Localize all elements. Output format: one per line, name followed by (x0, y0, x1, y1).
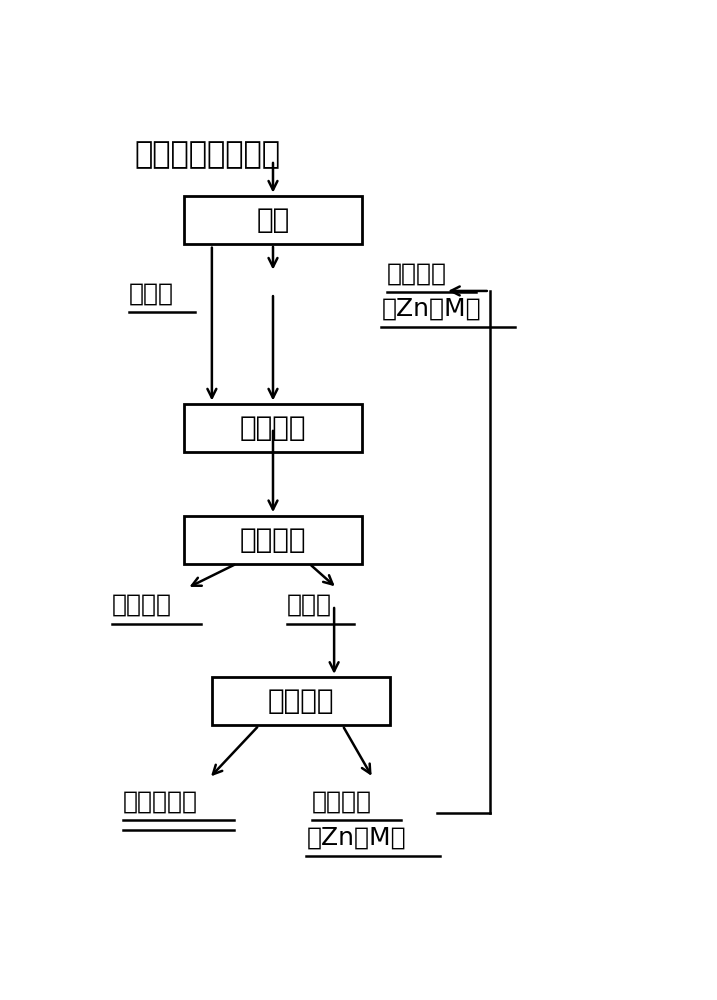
Text: 萃取介质: 萃取介质 (387, 262, 447, 286)
FancyBboxPatch shape (184, 196, 362, 244)
FancyBboxPatch shape (184, 404, 362, 452)
Text: 清洗: 清洗 (257, 206, 290, 234)
Text: 共熔体: 共熔体 (287, 593, 332, 617)
Text: 萃取介质: 萃取介质 (312, 789, 372, 813)
Text: 真空蒸馏: 真空蒸馏 (267, 687, 334, 715)
Text: （Zn、M）: （Zn、M） (381, 297, 481, 321)
Text: 金属镍钴粉: 金属镍钴粉 (123, 789, 198, 813)
FancyBboxPatch shape (212, 677, 390, 725)
Text: 机械分离: 机械分离 (239, 526, 306, 554)
Text: 干净料: 干净料 (128, 281, 174, 305)
Text: 熔体萃取: 熔体萃取 (239, 414, 306, 442)
Text: 合金残渣: 合金残渣 (112, 593, 172, 617)
Text: 废旧钴基高温合金: 废旧钴基高温合金 (134, 140, 280, 169)
FancyBboxPatch shape (184, 516, 362, 564)
Text: （Zn、M）: （Zn、M） (306, 826, 406, 850)
